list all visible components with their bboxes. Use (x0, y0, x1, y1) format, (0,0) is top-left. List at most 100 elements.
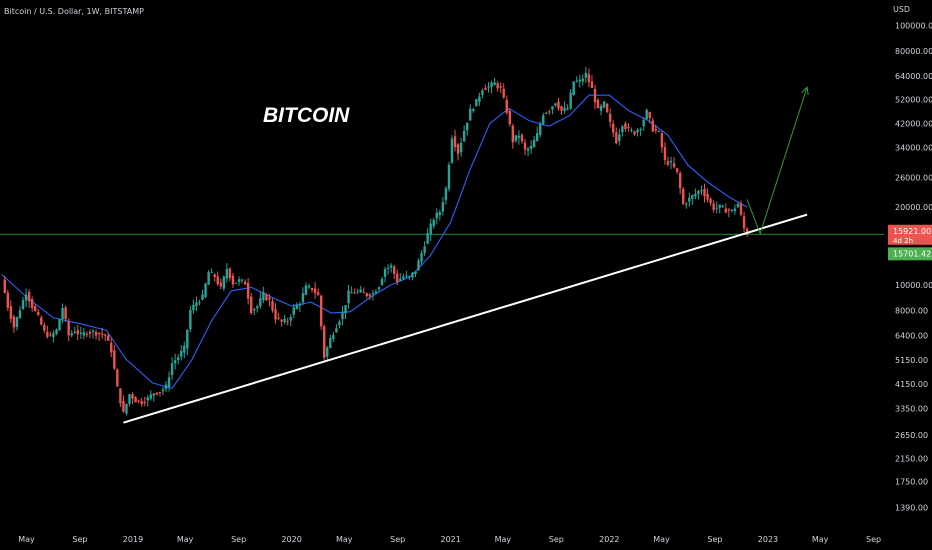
candle-body (721, 205, 724, 208)
candle-body (545, 112, 548, 114)
level-price-tag (888, 247, 932, 261)
candle-body (34, 306, 37, 311)
candles-layer (3, 66, 749, 416)
price-axis-tick: 6400.00 (895, 331, 928, 340)
chart-annotation[interactable]: BITCOIN (263, 104, 350, 127)
candle-body (657, 130, 661, 132)
candle-body (158, 391, 162, 393)
candle-body (176, 357, 180, 360)
candle-body (383, 268, 387, 277)
last-price-label: 15921.00 (893, 227, 931, 236)
time-axis-tick: 2019 (123, 535, 143, 544)
candle-body (374, 291, 378, 294)
support-trendline (123, 213, 808, 424)
time-axis-tick: May (812, 535, 829, 544)
candle-body (186, 329, 189, 349)
candle-body (392, 266, 396, 274)
candle-body (301, 293, 305, 303)
candle-body (52, 333, 55, 338)
candle-body (280, 319, 283, 322)
candle-body (575, 80, 578, 82)
candle-body (557, 101, 560, 109)
trendline-layer[interactable] (123, 213, 808, 424)
candle-body (268, 297, 271, 300)
candle-body (438, 212, 442, 215)
candle-body (730, 209, 734, 211)
candle-body (295, 304, 299, 309)
candle-body (94, 331, 98, 336)
candle-body (365, 293, 369, 296)
candle-body (256, 306, 259, 309)
candle-body (362, 292, 365, 294)
candle-body (490, 82, 493, 88)
candle-body (107, 335, 110, 341)
time-axis-tick: Sep (72, 535, 87, 544)
candle-body (715, 207, 718, 209)
candle-body (85, 333, 89, 335)
candle-body (67, 321, 70, 336)
candle-body (678, 173, 682, 189)
candle-body (253, 309, 256, 311)
candle-body (456, 144, 460, 154)
candle-body (350, 292, 353, 294)
time-axis-tick: May (177, 535, 194, 544)
candle-body (356, 291, 359, 293)
candle-body (113, 350, 116, 369)
moving-average-layer (1, 94, 748, 390)
candle-body (621, 126, 624, 133)
candle-body (246, 282, 250, 299)
price-axis-tick: 8000.00 (895, 306, 928, 315)
time-axis-tick: 2023 (758, 535, 778, 544)
candle-body (736, 203, 740, 208)
candle-body (347, 290, 350, 304)
candle-body (462, 130, 466, 142)
price-axis-tick: 20000.00 (895, 203, 932, 212)
candle-body (128, 394, 131, 404)
candle-body (481, 90, 484, 95)
candle-body (548, 111, 551, 113)
candle-body (663, 147, 667, 160)
candle-body (493, 82, 496, 86)
candle-body (137, 400, 140, 402)
candle-body (143, 401, 146, 404)
candle-body (243, 281, 247, 285)
price-axis[interactable]: USD 100000.00 80000.00 64000.00 52000.00 420… (893, 5, 932, 512)
price-axis-tick: 3350.00 (895, 404, 928, 413)
candle-body (219, 282, 222, 287)
candle-body (49, 334, 52, 336)
candle-body (672, 163, 676, 168)
candle-body (70, 333, 73, 336)
time-axis-tick: Sep (866, 535, 881, 544)
time-axis-tick: May (336, 535, 353, 544)
candle-body (338, 321, 341, 326)
candle-body (332, 335, 335, 340)
candle-body (265, 294, 268, 301)
candle-body (724, 208, 728, 213)
candle-body (517, 135, 521, 138)
candle-body (523, 142, 527, 150)
candle-body (37, 311, 40, 315)
candle-body (341, 312, 344, 320)
price-axis-tick: 1390.00 (895, 503, 928, 512)
projection-layer[interactable] (746, 86, 809, 236)
candle-body (380, 278, 384, 286)
candle-body (103, 334, 107, 336)
time-axis-tick: Sep (231, 535, 246, 544)
candle-body (602, 101, 606, 108)
time-axis-tick: May (18, 535, 35, 544)
price-axis-tick: 80000.00 (895, 47, 932, 56)
candle-body (91, 330, 95, 332)
symbol-header[interactable]: Bitcoin / U.S. Dollar, 1W, BITSTAMP (4, 7, 144, 16)
moving-average-line (1, 94, 748, 390)
candle-body (240, 279, 244, 281)
time-axis[interactable]: May Sep 2019 May Sep 2020 May Sep 2021 May Sep 2022… (18, 535, 881, 544)
candle-body (213, 274, 216, 278)
candle-body (76, 330, 79, 335)
candle-body (298, 304, 302, 306)
candle-body (402, 276, 405, 279)
candle-body (368, 294, 372, 297)
candle-body (82, 332, 86, 336)
candle-body (292, 307, 295, 315)
candle-body (201, 294, 204, 300)
